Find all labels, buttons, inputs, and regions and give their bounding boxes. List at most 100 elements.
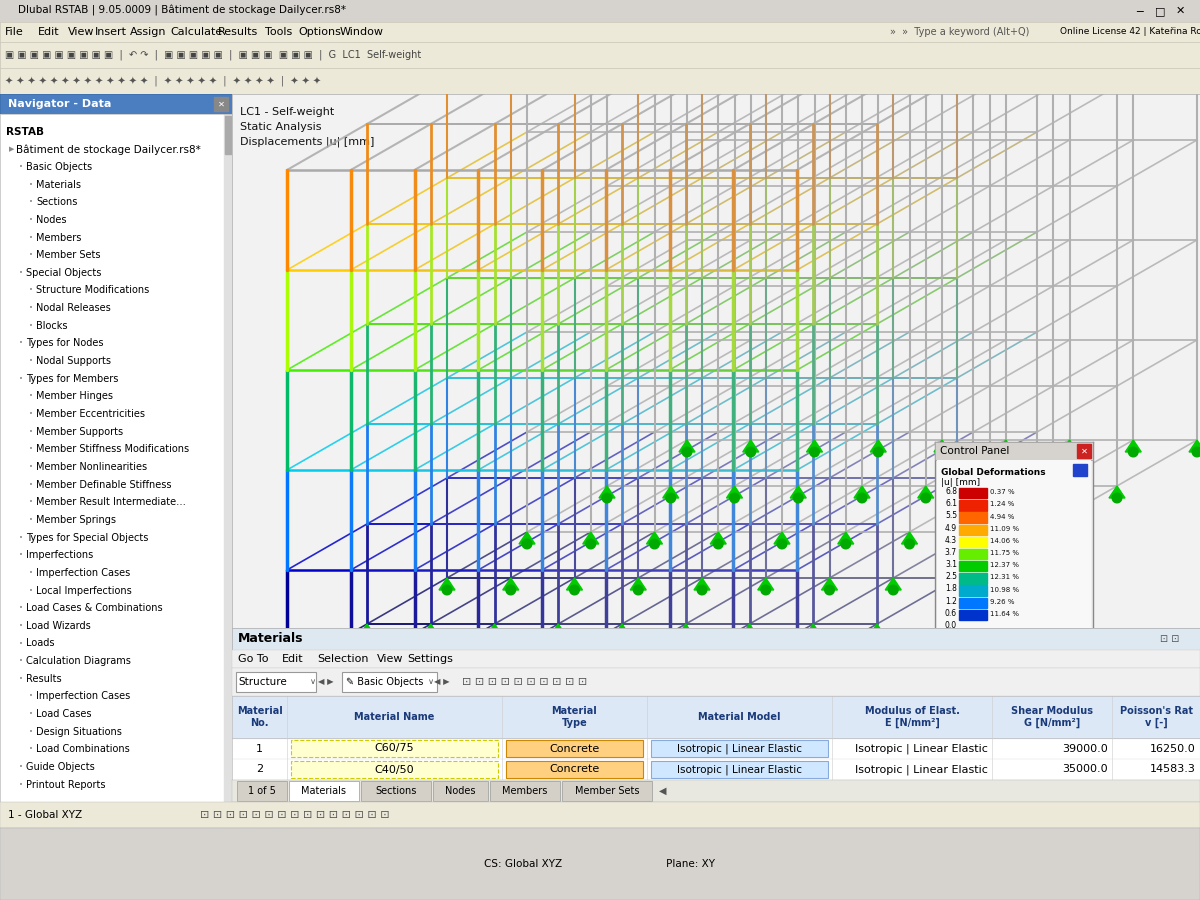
Text: Options: Options xyxy=(298,27,341,37)
Text: •: • xyxy=(29,446,34,453)
Polygon shape xyxy=(822,578,838,590)
Polygon shape xyxy=(742,624,757,636)
Text: Structure: Structure xyxy=(238,677,287,687)
Text: ✦ ✦ ✦ ✦ ✦ ✦ ✦ ✦ ✦ ✦ ✦ ✦ ✦  |  ✦ ✦ ✦ ✦ ✦  |  ✦ ✦ ✦ ✦  |  ✦ ✦ ✦: ✦ ✦ ✦ ✦ ✦ ✦ ✦ ✦ ✦ ✦ ✦ ✦ ✦ | ✦ ✦ ✦ ✦ ✦ | … xyxy=(5,76,322,86)
Polygon shape xyxy=(869,624,886,636)
Circle shape xyxy=(778,539,787,549)
Text: C40/50: C40/50 xyxy=(374,764,414,775)
Text: Materials: Materials xyxy=(301,786,347,796)
Text: Dlubal RSTAB | 9.05.0009 | Bâtiment de stockage Dailycer.rs8*: Dlubal RSTAB | 9.05.0009 | Bâtiment de s… xyxy=(18,5,346,16)
Polygon shape xyxy=(551,624,566,636)
Circle shape xyxy=(810,447,820,457)
Text: Member Supports: Member Supports xyxy=(36,427,124,436)
Polygon shape xyxy=(934,440,950,452)
Text: ✎ Basic Objects: ✎ Basic Objects xyxy=(346,677,424,687)
Polygon shape xyxy=(757,578,774,590)
Bar xyxy=(433,781,488,801)
Text: Member Springs: Member Springs xyxy=(36,515,116,525)
Text: 0.0: 0.0 xyxy=(944,621,958,630)
Text: Types for Nodes: Types for Nodes xyxy=(26,338,103,348)
Circle shape xyxy=(824,585,834,595)
Text: Calculate: Calculate xyxy=(170,27,222,37)
Circle shape xyxy=(346,677,355,687)
Text: 1.2: 1.2 xyxy=(946,597,958,606)
Text: ∨: ∨ xyxy=(428,678,434,687)
Polygon shape xyxy=(710,532,726,544)
Polygon shape xyxy=(647,532,662,544)
Text: Members: Members xyxy=(36,232,82,242)
Text: Tools: Tools xyxy=(265,27,293,37)
Polygon shape xyxy=(918,486,934,498)
Circle shape xyxy=(761,585,770,595)
Text: •: • xyxy=(19,764,23,770)
Bar xyxy=(232,696,1200,738)
Text: Material Name: Material Name xyxy=(354,712,434,722)
Text: •: • xyxy=(29,588,34,593)
Text: •: • xyxy=(29,517,34,523)
Polygon shape xyxy=(965,532,982,544)
Text: Imperfections: Imperfections xyxy=(26,550,94,560)
Text: C60/75: C60/75 xyxy=(374,743,414,753)
Circle shape xyxy=(746,447,756,457)
Circle shape xyxy=(985,493,995,503)
Text: Concrete: Concrete xyxy=(550,764,600,775)
Text: 0.6: 0.6 xyxy=(944,608,958,617)
Text: •: • xyxy=(29,570,34,576)
Text: •: • xyxy=(29,746,34,752)
Text: v [-]: v [-] xyxy=(1145,718,1168,728)
Text: Results: Results xyxy=(218,27,258,37)
Bar xyxy=(292,740,498,757)
Polygon shape xyxy=(534,670,550,682)
Text: •: • xyxy=(29,482,34,488)
Polygon shape xyxy=(679,440,695,452)
Bar xyxy=(232,738,1200,759)
Polygon shape xyxy=(599,486,616,498)
Text: 11.75 %: 11.75 % xyxy=(990,550,1019,556)
Bar xyxy=(214,97,228,111)
Circle shape xyxy=(728,677,738,687)
Text: •: • xyxy=(29,711,34,717)
Text: Nodes: Nodes xyxy=(36,215,66,225)
Text: ◀ ▶: ◀ ▶ xyxy=(318,678,334,687)
Text: LC1 - Self-weight: LC1 - Self-weight xyxy=(240,107,335,117)
Polygon shape xyxy=(662,486,679,498)
Polygon shape xyxy=(790,670,805,682)
Polygon shape xyxy=(343,670,359,682)
Text: •: • xyxy=(19,782,23,788)
Bar xyxy=(506,740,643,757)
Circle shape xyxy=(1064,447,1074,457)
Circle shape xyxy=(793,493,803,503)
Text: E [N/mm²]: E [N/mm²] xyxy=(884,718,940,728)
Text: Navigator - Data: Navigator - Data xyxy=(8,99,112,109)
Bar xyxy=(959,598,986,608)
Text: Control Panel: Control Panel xyxy=(940,446,1009,456)
Polygon shape xyxy=(1189,440,1200,452)
Polygon shape xyxy=(791,486,806,498)
Polygon shape xyxy=(901,532,918,544)
Polygon shape xyxy=(774,532,790,544)
Bar xyxy=(224,114,232,820)
Text: Imperfection Cases: Imperfection Cases xyxy=(36,691,131,701)
Bar xyxy=(1073,464,1087,476)
Polygon shape xyxy=(278,670,295,682)
Bar xyxy=(506,761,643,778)
Circle shape xyxy=(586,539,595,549)
Text: Material: Material xyxy=(236,706,282,716)
Circle shape xyxy=(282,677,292,687)
Circle shape xyxy=(1112,493,1122,503)
Bar xyxy=(959,488,986,499)
Text: Member Sets: Member Sets xyxy=(36,250,101,260)
Polygon shape xyxy=(838,532,853,544)
Circle shape xyxy=(857,493,866,503)
Text: 14.06 %: 14.06 % xyxy=(990,538,1019,544)
Text: •: • xyxy=(29,358,34,365)
Text: Results: Results xyxy=(26,674,61,684)
Text: View: View xyxy=(377,654,403,664)
Polygon shape xyxy=(598,670,613,682)
Text: 3.7: 3.7 xyxy=(944,548,958,557)
Bar xyxy=(226,116,230,154)
Text: ▶: ▶ xyxy=(10,147,14,152)
Text: Structure Modifications: Structure Modifications xyxy=(36,285,149,295)
Text: Window: Window xyxy=(340,27,384,37)
Text: ⊡ ⊡ ⊡ ⊡ ⊡ ⊡ ⊡ ⊡ ⊡ ⊡ ⊡ ⊡ ⊡ ⊡ ⊡: ⊡ ⊡ ⊡ ⊡ ⊡ ⊡ ⊡ ⊡ ⊡ ⊡ ⊡ ⊡ ⊡ ⊡ ⊡ xyxy=(200,810,390,820)
